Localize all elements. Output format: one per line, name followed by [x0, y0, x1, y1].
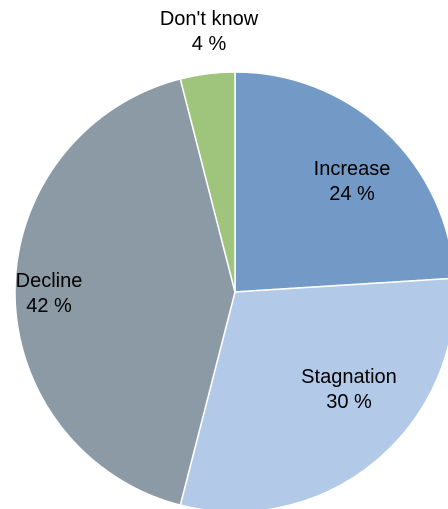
- pie-slice-don-t-know: [179, 71, 236, 293]
- slice-value-stagnation: 30 %: [326, 391, 372, 413]
- slice-label-don-t-know: Don't know: [160, 8, 259, 30]
- slice-value-increase: 24 %: [329, 183, 375, 205]
- pie-slices: [14, 71, 448, 509]
- pie-slice-increase: [234, 71, 448, 293]
- slice-label-increase: Increase: [314, 158, 391, 180]
- pie-slice-decline: [14, 77, 236, 507]
- pie-labels: Increase 24 % Stagnation 30 % Decline 42 % Don…: [16, 8, 397, 413]
- slice-label-stagnation: Stagnation: [301, 366, 397, 388]
- slice-value-don-t-know: 4 %: [192, 33, 227, 55]
- slice-label-decline: Decline: [16, 270, 83, 292]
- slice-value-decline: 42 %: [26, 295, 72, 317]
- pie-slice-stagnation: [179, 277, 448, 509]
